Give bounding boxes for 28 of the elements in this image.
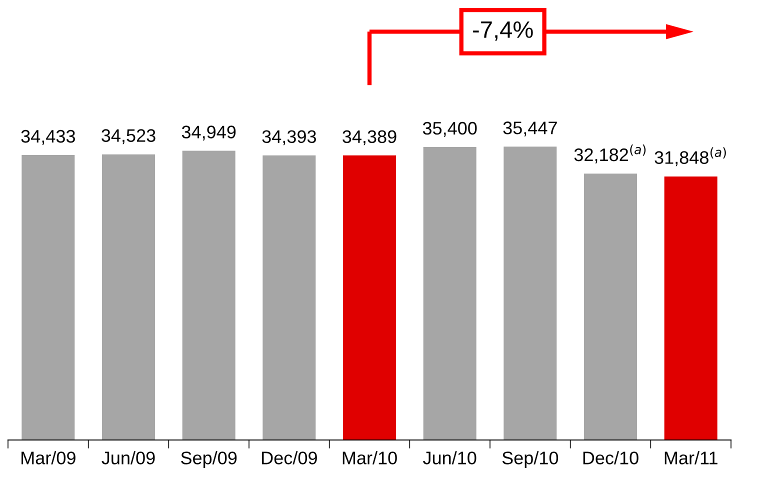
x-tick-label: Sep/10 — [502, 451, 558, 468]
bar — [504, 146, 557, 440]
x-tick-label: Jun/09 — [102, 451, 155, 464]
x-tick-label: Sep/09 — [181, 451, 237, 468]
bar — [664, 176, 718, 440]
data-label: 34,433 — [21, 130, 75, 145]
bar — [22, 155, 75, 440]
x-tick-label: Jun/10 — [423, 451, 476, 464]
bar — [423, 147, 476, 440]
bar — [584, 174, 638, 440]
data-label: 34,393 — [262, 130, 316, 146]
data-label: 34,949 — [182, 126, 236, 141]
text: -7,4% — [473, 21, 533, 41]
x-tick-label: Mar/11 — [664, 451, 718, 464]
bar — [182, 150, 236, 440]
bar — [102, 154, 156, 440]
data-label: 31,848$^{(a)}$ — [654, 147, 726, 166]
x-tick-label: Dec/10 — [583, 451, 638, 464]
data-label: 35,400 — [422, 122, 477, 137]
x-tick-label: Mar/10 — [342, 451, 397, 464]
x-tick-label: Mar/09 — [22, 451, 76, 464]
data-label: 34,389 — [342, 130, 396, 146]
data-label: 32,182$^{(a)}$ — [574, 144, 646, 164]
bar — [262, 155, 316, 440]
bar — [342, 155, 396, 440]
data-label: 34,523 — [102, 129, 156, 144]
data-label: 35,447 — [503, 122, 557, 136]
x-tick-label: Dec/09 — [262, 451, 317, 464]
